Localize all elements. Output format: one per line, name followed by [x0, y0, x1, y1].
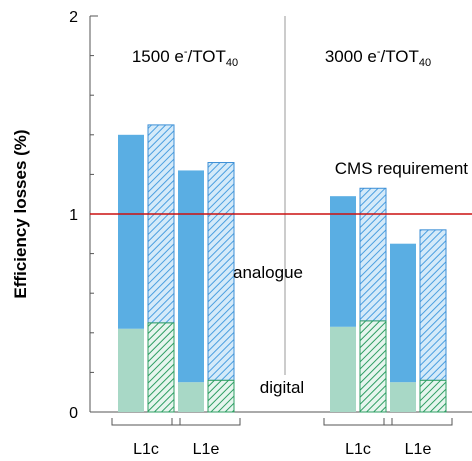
bar-digital-segment	[359, 320, 387, 413]
bar-digital-segment	[419, 379, 447, 413]
cms-requirement-label: CMS requirement	[335, 159, 468, 178]
x-group-label: L1e	[193, 441, 220, 458]
axes: 0 1 2 Efficiency losses (%) L1c L1e L1c L1e	[11, 9, 472, 458]
panel-title: 3000 e-/TOT40	[325, 46, 431, 69]
annotations: 1500 e-/TOT40 3000 e-/TOT40 CMS requiremen…	[90, 46, 472, 397]
bars	[118, 124, 447, 413]
x-group-label: L1e	[405, 441, 432, 458]
bar-analogue-segment	[118, 134, 144, 329]
group-bracket	[111, 418, 181, 426]
bar-analogue-segment	[207, 162, 235, 381]
bar-digital-segment	[147, 322, 175, 413]
bar-digital-segment	[330, 326, 356, 412]
y-axis-title: Efficiency losses (%)	[11, 129, 30, 298]
y-tick-label: 0	[69, 405, 78, 422]
x-group-label: L1c	[345, 441, 371, 458]
group-bracket	[171, 418, 241, 426]
bar-analogue-segment	[419, 229, 447, 381]
bar-analogue-segment	[330, 196, 356, 327]
panel-title: 1500 e-/TOT40	[132, 46, 238, 69]
bar-analogue-segment	[147, 124, 175, 324]
bar-digital-segment	[178, 382, 204, 412]
x-group-label: L1c	[133, 441, 159, 458]
bar-analogue-segment	[390, 243, 416, 383]
digital-label: digital	[260, 378, 304, 397]
group-bracket	[323, 418, 393, 426]
bar-digital-segment	[207, 379, 235, 413]
group-bracket	[383, 418, 453, 426]
bar-digital-segment	[118, 328, 144, 412]
bar-analogue-segment	[178, 170, 204, 383]
y-tick-label: 1	[69, 207, 78, 224]
bar-analogue-segment	[359, 187, 387, 322]
analogue-label: analogue	[233, 263, 303, 282]
y-tick-label: 2	[69, 9, 78, 26]
bar-digital-segment	[390, 382, 416, 412]
